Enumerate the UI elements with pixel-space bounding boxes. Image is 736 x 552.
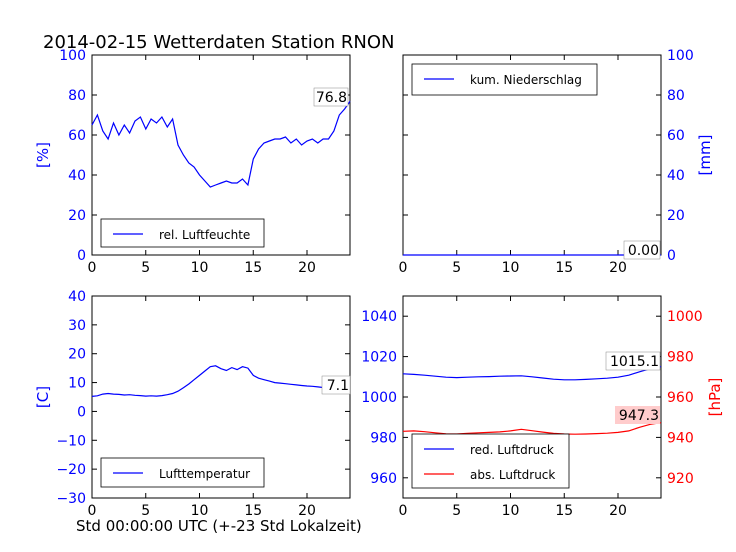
y-tick-label: 100 <box>59 48 86 64</box>
y-tick-label: 30 <box>68 318 86 334</box>
y-tick-label: 980 <box>370 430 397 446</box>
figure-xlabel: Std 00:00:00 UTC (+-23 Std Lokalzeit) <box>76 517 362 535</box>
annotation-box <box>623 240 661 260</box>
x-tick-label: 5 <box>452 503 461 519</box>
y-tick-label: 20 <box>68 208 86 224</box>
x-tick-label: 5 <box>141 260 150 276</box>
y2-tick-label: 980 <box>667 350 694 366</box>
subplot-temperature: 0 5 10 15 20 −30 −20 −10 0 10 20 30 40 [C] 7.1 Lufttemp… <box>34 289 351 519</box>
y-axis-label: [mm] <box>696 135 714 176</box>
annotation-label: 1015.1 <box>610 354 659 370</box>
x-tick-label: 0 <box>88 503 97 519</box>
annotation-label: 947.3 <box>619 408 659 424</box>
annotation-box <box>321 375 351 395</box>
x-tick-label: 15 <box>244 260 262 276</box>
y-axis-label: [%] <box>34 142 52 168</box>
y-tick-label: 20 <box>68 347 86 363</box>
x-tick-label: 15 <box>555 503 573 519</box>
y-tick-label: 1000 <box>361 390 397 406</box>
y-tick-label: −10 <box>56 433 86 449</box>
y2-axis-label: [hPa] <box>706 378 724 417</box>
y2-tick-label: 940 <box>667 430 694 446</box>
legend-label: Lufttemperatur <box>159 467 250 481</box>
x-tick-label: 20 <box>609 503 627 519</box>
axes-frame <box>91 295 351 499</box>
legend-frame <box>100 218 265 248</box>
x-tick-label: 20 <box>609 260 627 276</box>
y-tick-label: 0 <box>77 404 86 420</box>
y-tick-label: 40 <box>68 168 86 184</box>
legend-label: kum. Niederschlag <box>470 73 582 87</box>
x-tick-label: 10 <box>502 503 520 519</box>
y-axis-label: [C] <box>34 386 52 408</box>
legend: Lufttemperatur <box>100 457 265 488</box>
x-tick-label: 20 <box>298 260 316 276</box>
x-tick-label: 10 <box>191 503 209 519</box>
annotation-label: 7.1 <box>327 378 349 394</box>
y-tick-label: −20 <box>56 462 86 478</box>
y-tick-label: 1040 <box>361 309 397 325</box>
series-line-0 <box>91 365 351 397</box>
figure-title: 2014-02-15 Wetterdaten Station RNON <box>43 32 394 53</box>
subplot-precip: 0 5 10 15 20 0 20 40 60 80 100 [mm] 0.00 kum. Nieders… <box>399 48 714 276</box>
legend: kum. Niederschlag <box>411 63 598 96</box>
legend-label: red. Luftdruck <box>470 443 554 457</box>
annotation-box <box>605 351 661 371</box>
y-tick-label: 0 <box>77 248 86 264</box>
y-tick-label: 100 <box>667 48 694 64</box>
y-tick-label: 960 <box>370 471 397 487</box>
subplot-pressure: 0 5 10 15 20 960 980 1000 1020 1040 920 940 960 980 10… <box>361 295 724 519</box>
x-tick-label: 5 <box>452 260 461 276</box>
x-tick-label: 10 <box>502 260 520 276</box>
y-tick-label: 0 <box>667 248 676 264</box>
legend-label: rel. Luftfeuchte <box>159 228 250 242</box>
subplot-humidity: 0 5 10 15 20 0 20 40 60 80 100 [%] 76.8 rel. Luftfeuc… <box>34 48 351 276</box>
x-tick-label: 15 <box>555 260 573 276</box>
y-tick-label: 40 <box>68 289 86 305</box>
annotation-box <box>313 87 349 107</box>
annotation-label: 0.00 <box>628 243 659 259</box>
x-tick-label: 0 <box>88 260 97 276</box>
y-tick-label: 20 <box>667 208 685 224</box>
annotation-label: 76.8 <box>316 90 347 106</box>
y-tick-label: 80 <box>667 88 685 104</box>
x-tick-label: 20 <box>298 503 316 519</box>
legend: rel. Luftfeuchte <box>100 218 265 248</box>
series-line-0 <box>91 101 351 188</box>
y-tick-label: 60 <box>68 128 86 144</box>
annotation-box <box>615 406 660 424</box>
y-tick-label: −30 <box>56 491 86 507</box>
y-tick-label: 60 <box>667 128 685 144</box>
x-tick-label: 5 <box>141 503 150 519</box>
y2-tick-label: 960 <box>667 390 694 406</box>
x-tick-label: 10 <box>191 260 209 276</box>
y2-tick-label: 1000 <box>667 309 703 325</box>
axes-frame <box>91 54 351 256</box>
x-tick-label: 0 <box>399 260 408 276</box>
legend-frame <box>411 433 570 489</box>
x-tick-label: 15 <box>244 503 262 519</box>
y-tick-label: 1020 <box>361 350 397 366</box>
legend-label: abs. Luftdruck <box>470 468 555 482</box>
y2-tick-label: 920 <box>667 471 694 487</box>
series-line-0 <box>402 365 662 381</box>
legend: red. Luftdruck abs. Luftdruck <box>411 433 570 489</box>
series-line-1 <box>402 422 662 435</box>
x-tick-label: 0 <box>399 503 408 519</box>
y-tick-label: 40 <box>667 168 685 184</box>
y-tick-label: 10 <box>68 376 86 392</box>
y-tick-label: 80 <box>68 88 86 104</box>
